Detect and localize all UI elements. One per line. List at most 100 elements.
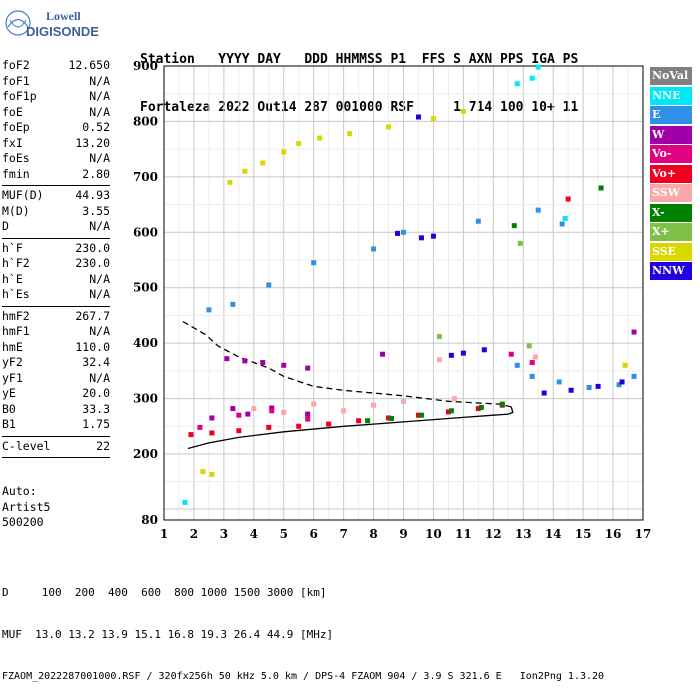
echo-point-ssw	[251, 406, 257, 412]
param-name: B0	[2, 401, 16, 416]
echo-point-w	[631, 329, 637, 335]
echo-point-sse	[200, 469, 206, 475]
param-row: M(D) 3.55	[2, 204, 110, 220]
param-name: yE	[2, 386, 16, 400]
param-separator	[2, 305, 110, 307]
echo-point-e	[556, 379, 562, 385]
echo-point-nnw	[619, 379, 625, 385]
param-value: N/A	[89, 73, 110, 88]
echo-point-nnw	[430, 233, 436, 239]
param-value: N/A	[89, 151, 110, 165]
x-tick-label: 7	[339, 527, 347, 541]
echo-point-nnw	[568, 387, 574, 393]
footer-file-info: FZAOM_2022287001000.RSF / 320fx256h 50 k…	[2, 671, 605, 682]
y-tick-label: 500	[133, 281, 158, 295]
echo-point-w	[269, 405, 275, 411]
echo-point-w	[305, 365, 311, 371]
logo-line1: Lowell	[46, 9, 81, 23]
param-name: h`F	[2, 240, 23, 255]
param-row: fxI 13.20	[2, 136, 110, 152]
echo-point-vo	[499, 402, 505, 408]
param-name: foF2	[2, 58, 30, 72]
param-row: foE N/A	[2, 105, 110, 121]
plot-frame	[163, 65, 644, 521]
echo-point-ssw	[311, 401, 317, 407]
echo-point-e	[401, 229, 406, 235]
param-name: h`Es	[2, 287, 30, 301]
echo-point-x	[598, 185, 604, 191]
param-row: h`F2 230.0	[2, 256, 110, 272]
param-row: h`Es N/A	[2, 287, 110, 303]
echo-point-x	[526, 343, 532, 349]
param-name: C-level	[2, 438, 51, 453]
auto-code: 500200	[2, 515, 44, 529]
param-value: 33.3	[82, 401, 110, 416]
echo-point-ssw	[532, 354, 538, 360]
echo-point-vo	[269, 408, 275, 414]
x-tick-label: 1	[160, 527, 168, 541]
echo-point-vo	[475, 406, 481, 412]
param-value: N/A	[89, 370, 110, 385]
param-value: N/A	[89, 324, 110, 338]
param-row: foEp 0.52	[2, 120, 110, 136]
echo-point-sse	[281, 149, 287, 155]
echo-point-vo	[209, 430, 215, 436]
echo-point-x	[499, 401, 505, 407]
echo-point-nnw	[395, 230, 401, 236]
echo-point-sse	[260, 160, 266, 166]
param-name: D	[2, 219, 9, 233]
x-tick-label: 8	[369, 527, 377, 541]
param-value: 110.0	[75, 339, 110, 354]
profile-dashed	[181, 320, 512, 408]
y-tick-label: 400	[133, 336, 158, 350]
echo-point-vo	[305, 416, 311, 422]
autoscaling-info: Auto: Artist5 500200	[2, 484, 50, 531]
echo-point-x	[511, 223, 517, 229]
echo-point-vo	[415, 412, 421, 418]
echo-point-e	[616, 382, 622, 388]
echo-point-sse	[317, 135, 323, 141]
digisonde-logo: Lowell DIGISONDE	[5, 9, 99, 39]
param-row: yE 20.0	[2, 386, 110, 402]
x-tick-label: 9	[399, 527, 407, 541]
x-tick-label: 3	[220, 527, 228, 541]
param-value: 13.20	[75, 135, 110, 150]
param-row: B1 1.75	[2, 417, 110, 433]
x-tick-label: 5	[280, 527, 288, 541]
param-separator	[2, 435, 110, 437]
header-labels: Station YYYY DAY DDD HHMMSS P1 FFS S AXN…	[140, 52, 579, 67]
param-name: foF1p	[2, 89, 37, 103]
echo-point-vo	[197, 424, 203, 430]
echo-point-e	[586, 384, 592, 390]
param-value: 1.75	[82, 417, 110, 431]
param-name: MUF(D)	[2, 188, 44, 202]
param-value: N/A	[89, 89, 110, 103]
legend-item-xplus: X+	[650, 223, 692, 242]
param-name: fmin	[2, 166, 30, 181]
echo-point-ssw	[451, 396, 457, 402]
param-value: 22	[96, 438, 110, 453]
ionospheric-parameters: foF2 12.650 foF1 N/A foF1p N/A foE N/A foEp 0.52 f…	[2, 58, 110, 460]
echo-point-nnw	[481, 347, 487, 353]
param-value: N/A	[89, 271, 110, 286]
echo-point-x	[418, 412, 424, 418]
echo-point-nnw	[418, 235, 424, 241]
x-tick-label: 4	[250, 527, 258, 541]
param-name: h`E	[2, 271, 23, 286]
echo-point-sse	[622, 362, 628, 368]
param-row: h`E N/A	[2, 272, 110, 288]
echo-point-x	[448, 408, 454, 414]
header-values: Fortaleza 2022 Out14 287 001000 RSF 1 71…	[140, 100, 579, 115]
param-value: N/A	[89, 219, 110, 233]
echo-point-vo	[266, 424, 272, 430]
auto-software: Artist5	[2, 499, 51, 514]
param-value: 230.0	[75, 256, 110, 270]
echo-point-e	[206, 307, 212, 313]
echo-point-nne	[562, 215, 568, 221]
legend-item-sse: SSE	[650, 242, 692, 261]
param-name: foE	[2, 104, 23, 119]
legend-item-ssw: SSW	[650, 184, 692, 203]
param-value: 3.55	[82, 203, 110, 218]
param-name: hmE	[2, 339, 23, 354]
param-name: h`F2	[2, 256, 30, 270]
